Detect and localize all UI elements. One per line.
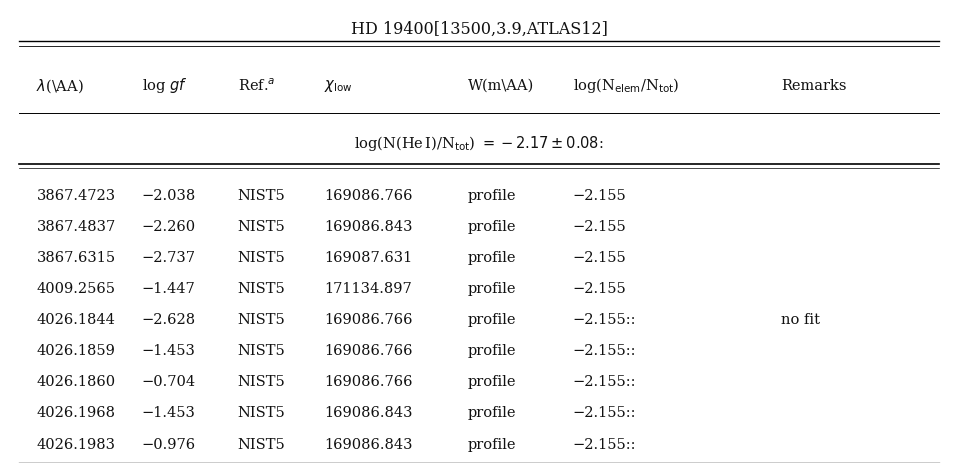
Text: 4026.1860: 4026.1860: [36, 375, 116, 388]
Text: NIST5: NIST5: [238, 406, 285, 419]
Text: HD 19400[13500,3.9,ATLAS12]: HD 19400[13500,3.9,ATLAS12]: [351, 21, 607, 38]
Text: −0.704: −0.704: [142, 375, 195, 388]
Text: Ref.$^{a}$: Ref.$^{a}$: [238, 77, 275, 94]
Text: 169086.843: 169086.843: [324, 437, 412, 450]
Text: NIST5: NIST5: [238, 219, 285, 233]
Text: 4026.1859: 4026.1859: [36, 344, 115, 357]
Text: −2.260: −2.260: [142, 219, 195, 233]
Text: profile: profile: [468, 188, 516, 202]
Text: NIST5: NIST5: [238, 344, 285, 357]
Text: $\lambda$(\AA): $\lambda$(\AA): [36, 77, 84, 94]
Text: 171134.897: 171134.897: [324, 282, 412, 295]
Text: −1.453: −1.453: [142, 344, 195, 357]
Text: 169086.843: 169086.843: [324, 219, 412, 233]
Text: log(N(He$\,$I)/N$_{\rm tot}$) $= -2.17\pm 0.08$:: log(N(He$\,$I)/N$_{\rm tot}$) $= -2.17\p…: [354, 134, 604, 153]
Text: 4026.1844: 4026.1844: [36, 313, 115, 326]
Text: profile: profile: [468, 282, 516, 295]
Text: 4026.1983: 4026.1983: [36, 437, 115, 450]
Text: −2.155::: −2.155::: [573, 344, 636, 357]
Text: −2.155::: −2.155::: [573, 375, 636, 388]
Text: Remarks: Remarks: [781, 79, 846, 93]
Text: 3867.4837: 3867.4837: [36, 219, 116, 233]
Text: NIST5: NIST5: [238, 313, 285, 326]
Text: profile: profile: [468, 406, 516, 419]
Text: profile: profile: [468, 344, 516, 357]
Text: −0.976: −0.976: [142, 437, 195, 450]
Text: profile: profile: [468, 313, 516, 326]
Text: NIST5: NIST5: [238, 188, 285, 202]
Text: log $gf$: log $gf$: [142, 76, 188, 95]
Text: −1.453: −1.453: [142, 406, 195, 419]
Text: 4026.1968: 4026.1968: [36, 406, 115, 419]
Text: 4009.2565: 4009.2565: [36, 282, 115, 295]
Text: NIST5: NIST5: [238, 282, 285, 295]
Text: 169086.766: 169086.766: [324, 313, 412, 326]
Text: W(m\AA): W(m\AA): [468, 79, 534, 93]
Text: 169086.766: 169086.766: [324, 344, 412, 357]
Text: −2.038: −2.038: [142, 188, 196, 202]
Text: −2.155::: −2.155::: [573, 437, 636, 450]
Text: NIST5: NIST5: [238, 437, 285, 450]
Text: −1.447: −1.447: [142, 282, 195, 295]
Text: 3867.6315: 3867.6315: [36, 250, 116, 264]
Text: no fit: no fit: [781, 313, 820, 326]
Text: 169087.631: 169087.631: [324, 250, 412, 264]
Text: −2.737: −2.737: [142, 250, 195, 264]
Text: −2.155: −2.155: [573, 188, 627, 202]
Text: profile: profile: [468, 250, 516, 264]
Text: profile: profile: [468, 375, 516, 388]
Text: NIST5: NIST5: [238, 250, 285, 264]
Text: −2.628: −2.628: [142, 313, 195, 326]
Text: profile: profile: [468, 219, 516, 233]
Text: 3867.4723: 3867.4723: [36, 188, 116, 202]
Text: 169086.843: 169086.843: [324, 406, 412, 419]
Text: −2.155: −2.155: [573, 219, 627, 233]
Text: $\chi_{\rm low}$: $\chi_{\rm low}$: [324, 78, 353, 94]
Text: −2.155::: −2.155::: [573, 406, 636, 419]
Text: log(N$_{\rm elem}$/N$_{\rm tot}$): log(N$_{\rm elem}$/N$_{\rm tot}$): [573, 76, 679, 95]
Text: profile: profile: [468, 437, 516, 450]
Text: −2.155: −2.155: [573, 282, 627, 295]
Text: NIST5: NIST5: [238, 375, 285, 388]
Text: −2.155: −2.155: [573, 250, 627, 264]
Text: 169086.766: 169086.766: [324, 375, 412, 388]
Text: 169086.766: 169086.766: [324, 188, 412, 202]
Text: −2.155::: −2.155::: [573, 313, 636, 326]
